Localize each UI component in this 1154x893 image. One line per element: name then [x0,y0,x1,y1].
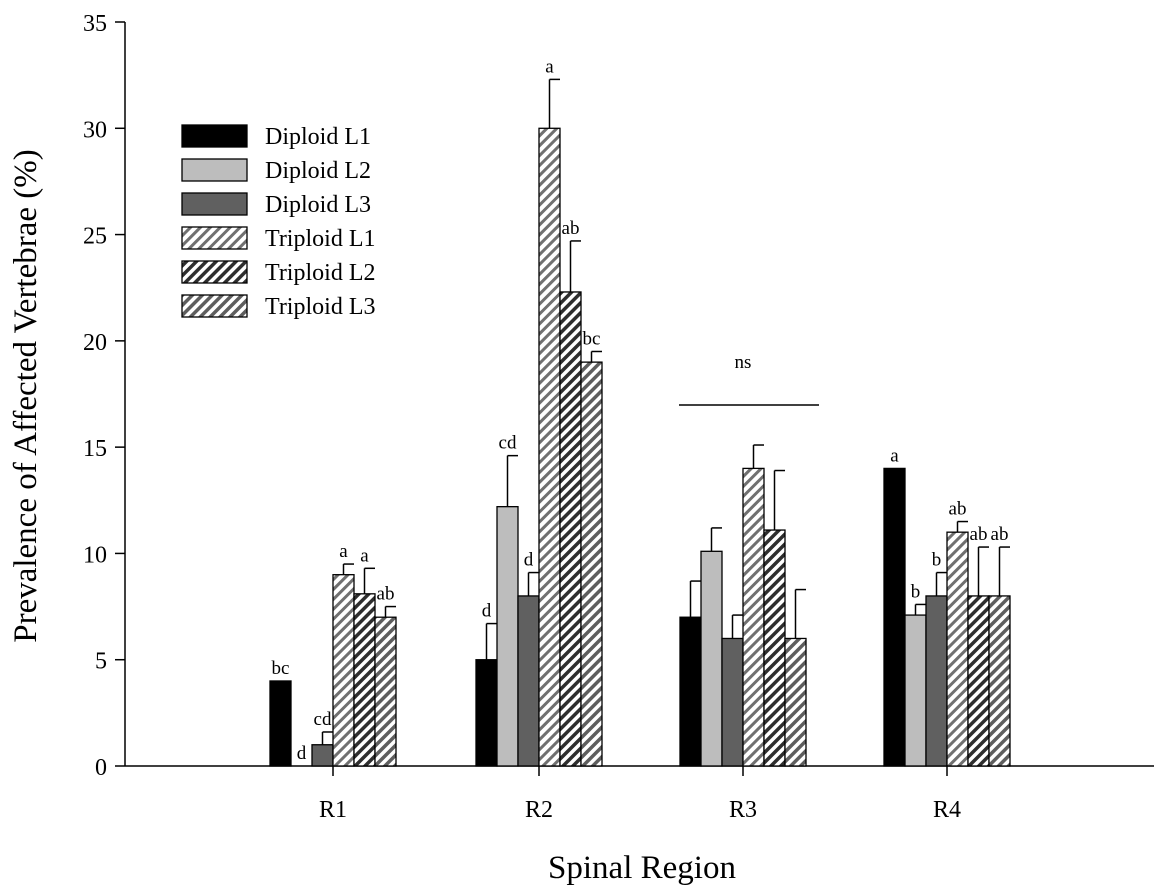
x-tick-label: R2 [525,797,553,823]
bar [763,529,786,767]
y-axis-title: Prevalence of Affected Vertebrae (%) [8,149,44,643]
significance-label: a [360,545,369,566]
y-tick-label: 25 [83,224,107,250]
legend-swatch [181,226,248,250]
significance-label: ab [970,524,988,545]
bar [925,595,948,767]
legend-swatch [181,294,248,318]
y-tick-label: 30 [83,117,107,143]
x-tick-label: R3 [729,797,757,823]
legend-swatch [181,192,248,216]
significance-label: a [339,541,348,562]
legend-label: Triploid L3 [265,294,375,320]
bar [904,614,927,767]
bar [559,291,582,767]
significance-label: b [932,550,942,571]
bar [679,616,702,767]
x-tick-label: R4 [933,797,961,823]
legend: Diploid L1 Diploid L2 Diploid L3 Triploid L… [181,124,375,320]
significance-label: a [545,56,554,77]
bar [784,637,807,767]
x-axis-title: Spinal Region [548,850,736,886]
ns-label: ns [735,352,752,373]
significance-label: d [482,601,492,622]
bar [883,467,906,767]
significance-label: a [890,445,899,466]
bar [700,550,723,767]
bar [580,361,603,767]
bar [538,127,561,767]
bars [269,127,1011,767]
bar [988,595,1011,767]
significance-label: ab [949,499,967,520]
bar [721,637,744,767]
legend-swatch [181,260,248,284]
legend-swatch [181,124,248,148]
bar [311,744,334,767]
legend-label: Diploid L1 [265,124,371,150]
bar [353,593,376,767]
y-tick-label: 10 [83,542,107,568]
error-bars [321,78,1010,745]
legend-label: Diploid L2 [265,158,371,184]
bar [332,574,355,767]
y-tick-label: 35 [83,11,107,37]
annotations: ns [679,352,819,406]
bar [269,680,292,767]
significance-label: ab [991,524,1009,545]
bar [475,659,498,767]
bar [374,616,397,767]
significance-label: bc [272,658,290,679]
axes: 0 5 10 15 20 25 30 35 R1 R2 R3 R4 [83,11,1154,823]
y-tick-label: 20 [83,330,107,356]
bar [496,506,519,767]
significance-label: cd [314,709,332,730]
bar [967,595,990,767]
bar [946,531,969,767]
significance-label: d [524,550,534,571]
x-tick-label: R1 [319,797,347,823]
y-tick-label: 5 [95,649,107,675]
significance-label: bc [583,328,601,349]
legend-label: Triploid L2 [265,260,375,286]
significance-label: ab [562,218,580,239]
legend-label: Diploid L3 [265,192,371,218]
significance-label: b [911,581,921,602]
bar [517,595,540,767]
legend-swatch [181,158,248,182]
bar [742,467,765,767]
significance-label: d [297,743,307,764]
legend-label: Triploid L1 [265,226,375,252]
significance-label: cd [499,433,517,454]
significance-label: ab [377,584,395,605]
y-tick-label: 15 [83,436,107,462]
y-tick-label: 0 [95,755,107,781]
